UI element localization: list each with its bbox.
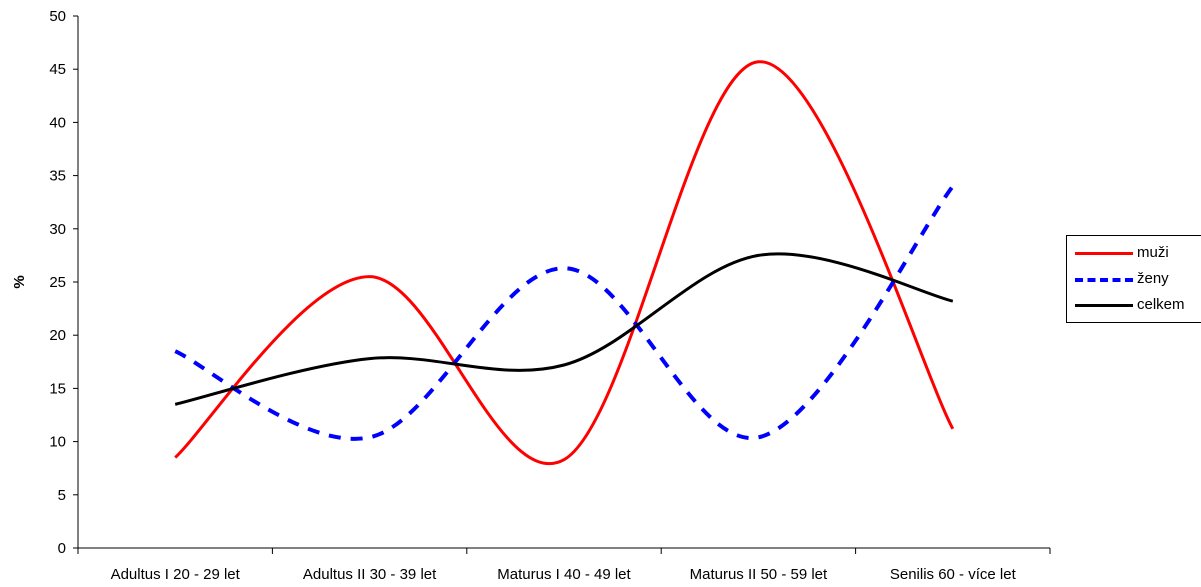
legend-item-zeny: ženy xyxy=(1075,268,1200,290)
y-tick-label: 15 xyxy=(49,380,66,397)
y-tick-label: 25 xyxy=(49,274,66,291)
legend-label-muzi: muži xyxy=(1137,244,1169,261)
legend-swatch-zeny xyxy=(1075,278,1133,282)
y-tick-label: 0 xyxy=(58,540,66,557)
x-tick-label: Senilis 60 - více let xyxy=(890,566,1017,583)
legend-swatch-celkem xyxy=(1075,304,1133,307)
y-tick-label: 45 xyxy=(49,61,66,78)
y-tick-label: 5 xyxy=(58,487,66,504)
y-tick-label: 20 xyxy=(49,327,66,344)
legend-item-muzi: muži xyxy=(1075,242,1200,264)
y-tick-label: 40 xyxy=(49,114,66,131)
series-line-celkem xyxy=(174,252,954,406)
y-tick-label: 10 xyxy=(49,434,66,451)
x-tick-label: Maturus II 50 - 59 let xyxy=(690,566,828,583)
x-tick-label: Maturus I 40 - 49 let xyxy=(497,566,631,583)
legend-item-celkem: celkem xyxy=(1075,294,1200,316)
y-tick-label: 35 xyxy=(49,168,66,185)
series-line-muzi xyxy=(174,60,955,465)
legend-swatch-muzi xyxy=(1075,252,1133,255)
legend-label-celkem: celkem xyxy=(1137,296,1185,313)
legend-label-zeny: ženy xyxy=(1137,270,1169,287)
legend: muži ženy celkem xyxy=(1066,235,1201,323)
y-axis-label: % xyxy=(11,275,28,288)
y-tick-label: 50 xyxy=(49,8,66,25)
axes: 0 5 10 15 20 25 30 35 40 45 50 Adultus I 20 - 29 le… xyxy=(49,8,1051,583)
x-tick-label: Adultus I 20 - 29 let xyxy=(111,566,241,583)
y-tick-label: 30 xyxy=(49,221,66,238)
series-line-zeny xyxy=(174,185,955,441)
series-layer xyxy=(174,60,955,465)
x-tick-label: Adultus II 30 - 39 let xyxy=(303,566,437,583)
